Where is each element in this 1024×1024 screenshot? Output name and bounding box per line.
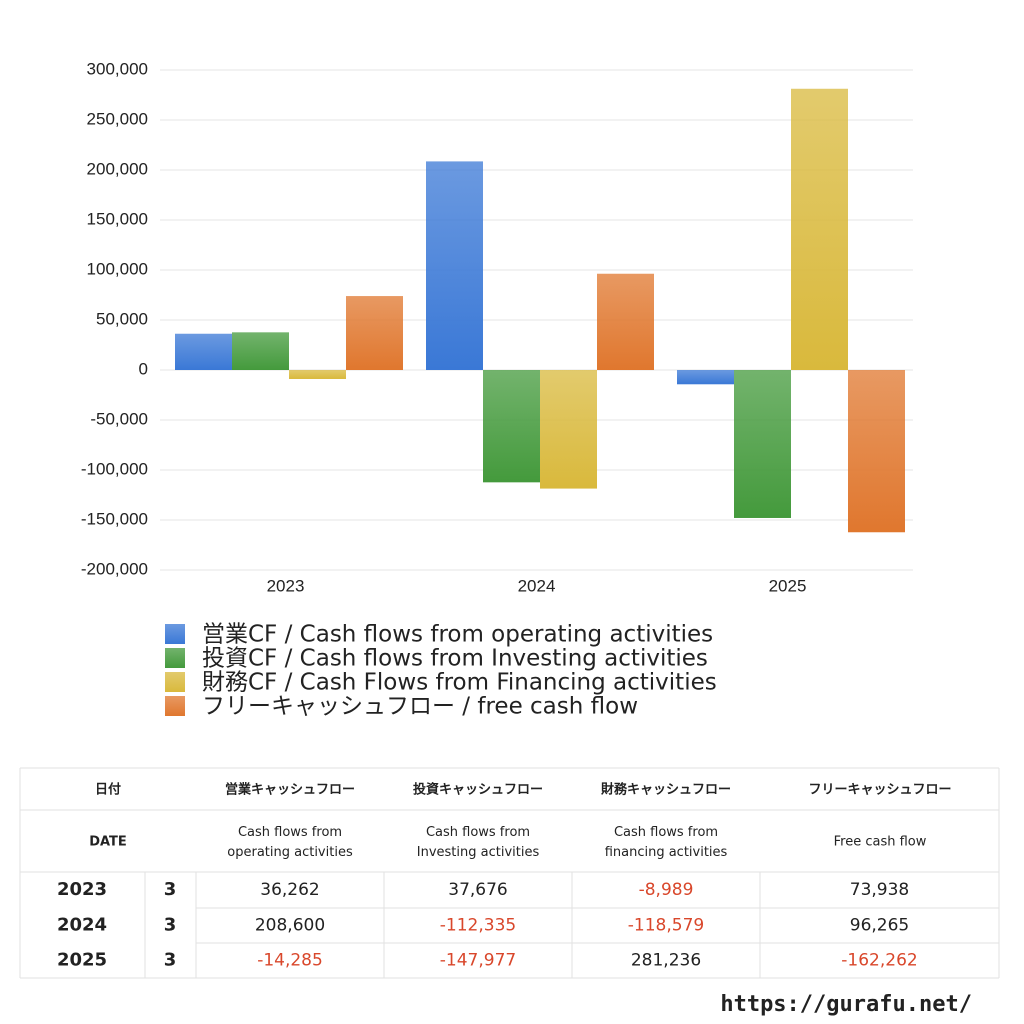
bar — [734, 370, 791, 518]
table-cell: 2025 — [57, 950, 107, 971]
table-subheader: Cash flows from operating activities — [227, 825, 353, 860]
bar — [289, 370, 346, 379]
y-tick-label: -100,000 — [81, 459, 148, 478]
table-header: 財務キャッシュフロー — [600, 782, 731, 798]
table-cell: 3 — [164, 950, 177, 971]
table-cell: 36,262 — [260, 880, 319, 900]
legend-label: 営業CF / Cash flows from operating activit… — [202, 622, 713, 648]
table-cell: -118,579 — [628, 916, 704, 936]
legend-label: 財務CF / Cash Flows from Financing activit… — [202, 670, 717, 696]
table-cell: 3 — [164, 879, 177, 900]
table-cell: 281,236 — [631, 951, 701, 971]
table-cell: 2023 — [57, 879, 107, 900]
bar — [597, 273, 654, 370]
x-tick-label: 2025 — [769, 576, 807, 595]
table-cell: 3 — [164, 915, 177, 936]
table-cell: 96,265 — [850, 916, 909, 936]
y-tick-label: 250,000 — [87, 109, 148, 128]
table-subheader: Cash flows from Investing activities — [417, 825, 540, 860]
footer-url: https://gurafu.net/ — [720, 992, 972, 1017]
table-header: フリーキャッシュフロー — [808, 783, 951, 798]
table-cell: 73,938 — [850, 880, 909, 900]
table-subheader: Free cash flow — [834, 835, 927, 850]
table-cell: 37,676 — [448, 880, 507, 900]
bar — [791, 88, 848, 370]
y-tick-label: -150,000 — [81, 509, 148, 528]
bar — [175, 333, 232, 370]
table-cell: -147,977 — [440, 951, 516, 971]
bar — [426, 161, 483, 370]
bar — [540, 370, 597, 489]
y-tick-label: 300,000 — [87, 59, 148, 78]
legend-swatch — [165, 672, 185, 692]
table-cell: 2024 — [57, 915, 107, 936]
table-subheader: Cash flows from financing activities — [605, 825, 728, 860]
table-subheader: DATE — [89, 835, 127, 850]
y-tick-label: 0 — [139, 359, 148, 378]
x-tick-label: 2024 — [518, 576, 556, 595]
legend-swatch — [165, 696, 185, 716]
legend-label: フリーキャッシュフロー / free cash flow — [202, 694, 638, 720]
table-cell: -162,262 — [841, 951, 917, 971]
table-cell: -14,285 — [257, 951, 323, 971]
table-header: 投資キャッシュフロー — [413, 782, 543, 798]
legend-swatch — [165, 648, 185, 668]
y-tick-label: 150,000 — [87, 209, 148, 228]
y-tick-label: 100,000 — [87, 259, 148, 278]
y-tick-label: 200,000 — [87, 159, 148, 178]
y-tick-label: -50,000 — [90, 409, 148, 428]
bar — [232, 332, 289, 370]
y-tick-label: 50,000 — [96, 309, 148, 328]
bar — [677, 370, 734, 385]
x-tick-label: 2023 — [267, 576, 305, 595]
bar — [483, 370, 540, 483]
bar — [346, 296, 403, 370]
legend-swatch — [165, 624, 185, 644]
table-cell: 208,600 — [255, 916, 325, 936]
table-header: 日付 — [95, 782, 121, 798]
table-cell: -112,335 — [440, 916, 516, 936]
legend-label: 投資CF / Cash flows from Investing activit… — [202, 646, 708, 672]
table-header: 営業キャッシュフロー — [225, 782, 355, 798]
table-cell: -8,989 — [639, 880, 694, 900]
bar — [848, 370, 905, 533]
y-tick-label: -200,000 — [81, 559, 148, 578]
